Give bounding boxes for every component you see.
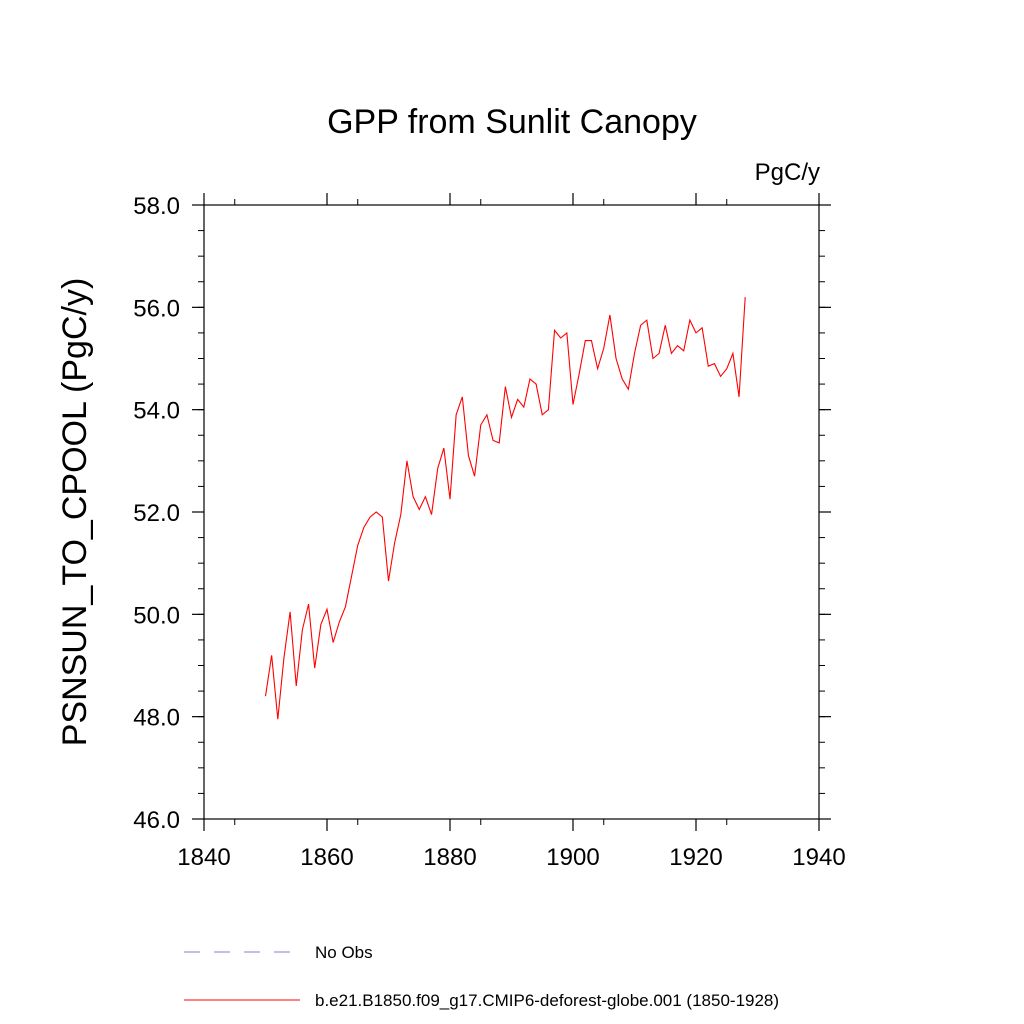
x-tick-label: 1840 (177, 844, 230, 871)
y-tick-label: 58.0 (133, 193, 180, 220)
legend-label-0: No Obs (315, 943, 373, 962)
plot-frame (203, 204, 820, 820)
y-tick-label: 46.0 (133, 807, 180, 834)
x-tick-label: 1920 (669, 844, 722, 871)
series-line-1 (264, 297, 746, 720)
y-tick-label: 56.0 (133, 295, 180, 322)
x-tick-label: 1880 (423, 844, 476, 871)
x-tick-label: 1860 (300, 844, 353, 871)
y-tick-label: 50.0 (133, 602, 180, 629)
chart-title: GPP from Sunlit Canopy (327, 103, 697, 141)
x-tick-label: 1940 (792, 844, 845, 871)
y-tick-label: 54.0 (133, 398, 180, 425)
y-tick-label: 48.0 (133, 705, 180, 732)
x-tick-label: 1900 (546, 844, 599, 871)
axis-tick-labels: 1840 1860 1880 1900 1920 1940 46.0 48.0 50.0 52.0… (133, 193, 845, 871)
units-label: PgC/y (755, 159, 820, 186)
axis-ticks (192, 193, 831, 831)
series-layer (264, 297, 746, 720)
legend-label-1: b.e21.B1850.f09_g17.CMIP6-deforest-globe… (315, 991, 779, 1010)
y-axis-label: PSNSUN_TO_CPOOL (PgC/y) (56, 278, 94, 747)
y-tick-label: 52.0 (133, 500, 180, 527)
legend: No Obs b.e21.B1850.f09_g17.CMIP6-deforest… (184, 943, 779, 1010)
